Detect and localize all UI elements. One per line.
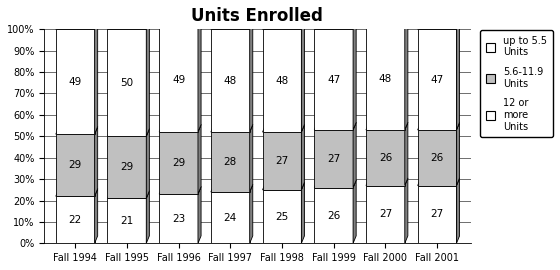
- Text: 48: 48: [379, 73, 392, 83]
- Text: 25: 25: [276, 212, 288, 222]
- Polygon shape: [146, 129, 150, 198]
- Polygon shape: [198, 124, 201, 194]
- Bar: [366, 27, 405, 130]
- Polygon shape: [405, 20, 408, 130]
- Text: 27: 27: [431, 210, 444, 220]
- Title: Units Enrolled: Units Enrolled: [192, 7, 323, 25]
- Polygon shape: [301, 182, 305, 243]
- Bar: [418, 29, 456, 130]
- Text: 26: 26: [379, 153, 392, 163]
- Bar: [159, 132, 198, 194]
- Text: 29: 29: [172, 158, 185, 168]
- Polygon shape: [263, 182, 305, 190]
- Polygon shape: [198, 187, 201, 243]
- Polygon shape: [263, 124, 305, 132]
- Text: 26: 26: [327, 211, 340, 221]
- Text: 22: 22: [68, 215, 82, 225]
- Bar: [314, 130, 353, 188]
- Polygon shape: [146, 22, 150, 136]
- Polygon shape: [159, 20, 201, 27]
- Text: 26: 26: [431, 153, 444, 163]
- Bar: [263, 190, 301, 243]
- Bar: [263, 132, 301, 190]
- Polygon shape: [95, 127, 97, 196]
- Bar: [263, 29, 301, 132]
- Polygon shape: [250, 124, 253, 192]
- Polygon shape: [146, 191, 150, 243]
- Text: 49: 49: [172, 75, 185, 85]
- Bar: [418, 130, 456, 185]
- Text: 47: 47: [431, 75, 444, 85]
- Polygon shape: [159, 187, 201, 194]
- Polygon shape: [418, 178, 460, 185]
- Polygon shape: [95, 189, 97, 243]
- Bar: [56, 134, 95, 196]
- Polygon shape: [456, 122, 460, 185]
- Polygon shape: [159, 124, 201, 132]
- Polygon shape: [211, 124, 253, 132]
- Polygon shape: [366, 20, 408, 27]
- Polygon shape: [353, 180, 356, 243]
- Text: 21: 21: [120, 216, 133, 226]
- Text: 23: 23: [172, 214, 185, 224]
- Polygon shape: [250, 22, 253, 132]
- Text: 27: 27: [379, 210, 392, 220]
- Polygon shape: [314, 22, 356, 29]
- Polygon shape: [198, 20, 201, 132]
- Text: 29: 29: [120, 162, 133, 172]
- Text: 48: 48: [276, 76, 288, 86]
- Legend: up to 5.5
Units, 5.6-11.9
Units, 12 or
more
Units: up to 5.5 Units, 5.6-11.9 Units, 12 or m…: [480, 30, 553, 137]
- Polygon shape: [108, 22, 150, 29]
- Polygon shape: [56, 22, 97, 29]
- Text: 50: 50: [120, 78, 133, 88]
- Bar: [56, 29, 95, 134]
- Bar: [108, 136, 146, 198]
- Polygon shape: [263, 22, 305, 29]
- Polygon shape: [56, 189, 97, 196]
- Polygon shape: [301, 22, 305, 132]
- Bar: [56, 196, 95, 243]
- Polygon shape: [314, 180, 356, 188]
- Polygon shape: [456, 178, 460, 243]
- Text: 48: 48: [223, 76, 237, 86]
- Bar: [108, 198, 146, 243]
- Polygon shape: [108, 191, 150, 198]
- Polygon shape: [405, 122, 408, 185]
- Bar: [418, 185, 456, 243]
- Polygon shape: [366, 178, 408, 185]
- Bar: [211, 132, 250, 192]
- Bar: [366, 185, 405, 243]
- Text: 47: 47: [327, 75, 340, 85]
- Bar: [314, 29, 353, 130]
- Polygon shape: [211, 184, 253, 192]
- Polygon shape: [366, 122, 408, 130]
- Text: 28: 28: [223, 157, 237, 167]
- Polygon shape: [456, 22, 460, 130]
- Bar: [159, 27, 198, 132]
- Bar: [108, 29, 146, 136]
- Bar: [366, 130, 405, 185]
- Text: 29: 29: [68, 160, 82, 170]
- Polygon shape: [418, 122, 460, 130]
- Polygon shape: [353, 122, 356, 188]
- Polygon shape: [250, 184, 253, 243]
- Polygon shape: [301, 124, 305, 190]
- Polygon shape: [211, 22, 253, 29]
- Polygon shape: [405, 178, 408, 243]
- Text: 24: 24: [223, 213, 237, 223]
- Polygon shape: [314, 122, 356, 130]
- Text: 27: 27: [276, 156, 288, 166]
- Polygon shape: [108, 129, 150, 136]
- Polygon shape: [56, 127, 97, 134]
- Polygon shape: [353, 22, 356, 130]
- Polygon shape: [95, 22, 97, 134]
- Polygon shape: [418, 22, 460, 29]
- Bar: [159, 194, 198, 243]
- Text: 49: 49: [68, 77, 82, 87]
- Bar: [211, 192, 250, 243]
- Bar: [314, 188, 353, 243]
- Text: 27: 27: [327, 154, 340, 164]
- Bar: [211, 29, 250, 132]
